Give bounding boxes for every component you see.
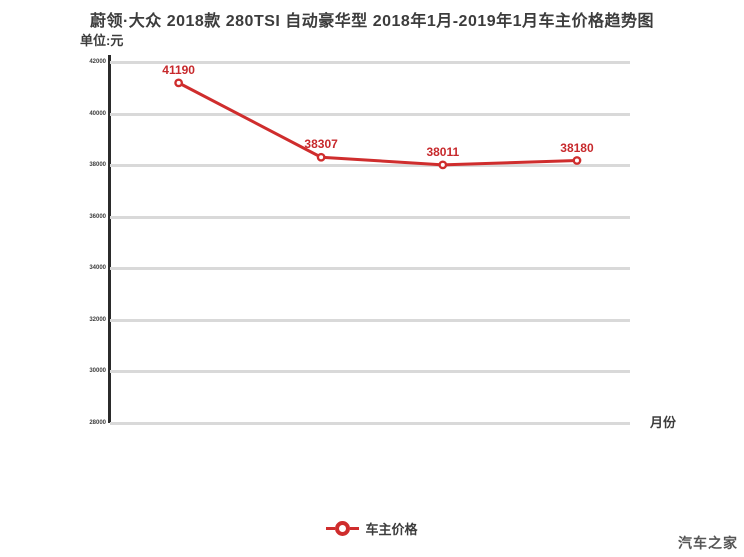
gridline [110,61,630,64]
x-axis-label: 月份 [650,415,677,430]
gridline [110,422,630,425]
y-tick-label: 32000 [89,317,106,323]
legend-label: 车主价格 [365,522,418,537]
gridline [110,370,630,373]
gridline [110,216,630,219]
data-point-marker [316,152,326,162]
data-point-value-label: 41190 [162,62,195,77]
data-point-marker [174,78,184,88]
y-tick-label: 42000 [89,59,106,65]
data-point-value-label: 38180 [560,140,594,155]
y-tick-label: 34000 [89,265,106,271]
series-line [177,81,578,167]
gridline [110,113,630,116]
y-axis-line [108,55,111,423]
data-point-value-label: 38011 [426,144,460,159]
gridline [110,267,630,270]
price-line-series [174,78,582,170]
plot-area: 42000 40000 38000 36000 34000 32000 30000 28000… [89,59,630,426]
y-axis-unit-label: 单位:元 [80,33,124,48]
y-tick-label: 30000 [89,368,106,374]
data-point-marker [572,156,582,165]
watermark-logo: 汽车之家 [678,535,738,551]
y-tick-label: 40000 [89,111,106,117]
data-point-value-label: 38307 [304,137,338,152]
y-tick-label: 36000 [89,214,106,220]
chart-title: 蔚领·大众 2018款 280TSI 自动豪华型 2018年1月-2019年1月… [89,13,655,30]
legend: 车主价格 [0,519,744,538]
gridline [110,319,630,322]
legend-line-marker-icon [326,521,360,536]
y-tick-label: 28000 [89,420,106,426]
gridline [110,164,630,167]
y-tick-label: 38000 [89,162,106,168]
data-point-marker [438,160,448,170]
